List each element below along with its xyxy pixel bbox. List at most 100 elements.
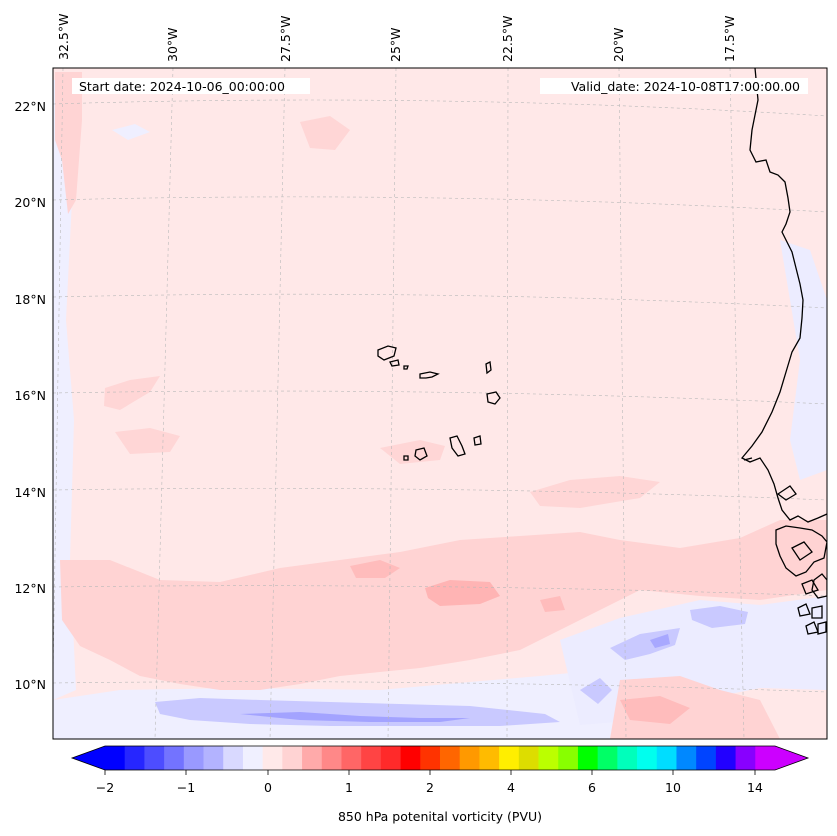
island-sal — [485, 361, 492, 375]
colorbar-under-arrow — [72, 746, 105, 770]
lat-label-16n: 16°N — [14, 388, 46, 403]
colorbar-segment — [341, 746, 362, 770]
gridline-lon-17-5w — [729, 68, 745, 739]
coastlines — [740, 68, 827, 635]
colorbar-segment — [637, 746, 658, 770]
island-santa-luzia — [403, 365, 409, 370]
pv-field — [53, 68, 827, 739]
colorbar-over-arrow — [775, 746, 808, 770]
lat-label-22n: 22°N — [14, 99, 46, 114]
negative-pv-west-strip — [53, 78, 76, 700]
colorbar-segment — [262, 746, 283, 770]
valid-date-box — [540, 78, 808, 94]
colorbar-segment — [164, 746, 185, 770]
colorbar-segment — [538, 746, 559, 770]
colorbar-title: 850 hPa potenital vorticity (PVU) — [338, 809, 542, 824]
colorbar-segment — [223, 746, 244, 770]
gridline-lat-14n — [53, 488, 827, 501]
lon-label-27-5w: 27.5°W — [278, 16, 293, 62]
colorbar-segment — [183, 746, 204, 770]
colorbar-segment — [735, 746, 756, 770]
longitude-labels: 32.5°W 30°W 27.5°W 25°W 22.5°W 20°W 17.5… — [56, 14, 737, 62]
cb-label-6: 6 — [588, 780, 596, 795]
colorbar-segment — [499, 746, 520, 770]
colorbar-segment — [755, 746, 776, 770]
gridline-lon-27-5w — [269, 68, 286, 739]
island-boa-vista — [486, 391, 501, 405]
positive-pv-west-middle-2 — [115, 428, 180, 454]
negative-pv-east-core — [650, 634, 670, 648]
island-sao-nicolau — [419, 371, 440, 379]
colorbar-segment — [361, 746, 382, 770]
coastline-bijagos-1 — [791, 541, 813, 561]
colorbar-segment — [558, 746, 579, 770]
island-maio — [473, 435, 482, 446]
negative-pv-east-patch — [690, 606, 748, 628]
colorbar-segment — [518, 746, 539, 770]
coastline-guinea-bissau — [775, 525, 827, 577]
cb-label-1: 1 — [345, 780, 353, 795]
cb-label-10: 10 — [665, 780, 681, 795]
colorbar-segment — [105, 746, 126, 770]
gridline-lon-30w — [154, 68, 174, 739]
colorbar-segment — [715, 746, 736, 770]
coastline-bijagos-4 — [811, 605, 823, 619]
colorbar-segment — [479, 746, 500, 770]
island-santo-antao — [377, 345, 397, 361]
cb-label-2: 2 — [426, 780, 434, 795]
colorbar-segment — [459, 746, 480, 770]
coastline-bijagos-2 — [801, 579, 819, 595]
lon-label-20w: 20°W — [611, 27, 626, 62]
gridline-lat-20n — [53, 196, 827, 213]
cape-verde-islands — [377, 345, 501, 461]
coastline-bijagos-3 — [797, 603, 811, 617]
island-sao-vicente — [389, 359, 400, 367]
gridline-lat-12n — [53, 585, 827, 597]
colorbar-segment — [617, 746, 638, 770]
gridline-lat-22n — [53, 99, 827, 117]
positive-pv-core-3 — [540, 596, 565, 612]
lon-label-22-5w: 22.5°W — [500, 16, 515, 62]
gridline-lon-32-5w — [53, 68, 64, 697]
positive-pv-southeast-corner — [610, 676, 780, 739]
colorbar: −2 −1 0 1 2 4 6 10 14 850 hPa potenital … — [70, 745, 810, 824]
colorbar-segment — [577, 746, 599, 770]
colorbar-segment — [302, 746, 323, 770]
lat-label-10n: 10°N — [14, 677, 46, 692]
colorbar-segment — [440, 746, 461, 770]
colorbar-segment — [380, 746, 401, 770]
colorbar-segment — [124, 746, 145, 770]
island-fogo — [414, 447, 428, 461]
map-frame — [52, 67, 828, 740]
cb-label-4: 4 — [507, 780, 515, 795]
cb-label-m2: −2 — [96, 780, 114, 795]
colorbar-segment — [321, 746, 342, 770]
island-santiago — [449, 435, 466, 457]
colorbar-segment — [282, 746, 303, 770]
lat-label-14n: 14°N — [14, 485, 46, 500]
colorbar-segment — [400, 746, 421, 770]
coastline-cape-verde — [743, 457, 753, 461]
gridline-lon-25w — [387, 68, 397, 739]
negative-pv-coast-east — [780, 240, 827, 480]
lon-label-25w: 25°W — [388, 27, 403, 62]
coastline-guinea — [811, 573, 827, 599]
colorbar-tick-labels: −2 −1 0 1 2 4 6 10 14 — [96, 780, 763, 795]
gridline-lat-10n — [53, 681, 827, 693]
cb-label-0: 0 — [264, 780, 272, 795]
negative-pv-small-north — [112, 124, 150, 140]
colorbar-ticks — [104, 770, 756, 775]
positive-pv-east-central — [530, 476, 660, 508]
lat-label-20n: 20°N — [14, 195, 46, 210]
colorbar-segments — [105, 746, 776, 770]
gridline-lat-16n — [53, 390, 827, 405]
positive-pv-central — [380, 440, 445, 464]
gridline-lat-18n — [53, 293, 827, 309]
valid-date-label: Valid_date: 2024-10-08T17:00:00.00 — [571, 79, 800, 94]
lat-label-18n: 18°N — [14, 292, 46, 307]
island-brava — [403, 455, 409, 461]
coastline-bijagos-6 — [817, 621, 827, 635]
positive-pv-west — [55, 72, 82, 214]
positive-pv-core-4 — [620, 696, 690, 724]
